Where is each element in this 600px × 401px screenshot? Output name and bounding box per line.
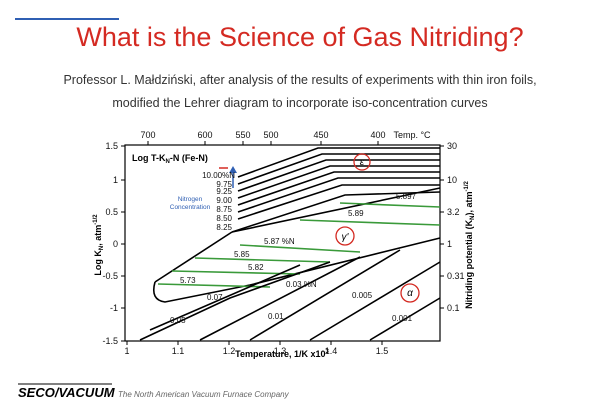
top-tick-label: 550 (235, 130, 250, 140)
right-tick-label: 30 (447, 141, 457, 151)
bottom-tick-label: 1.4 (325, 346, 338, 356)
arrow-head (229, 166, 237, 173)
concentration-label: 8.25 (216, 223, 232, 232)
note: Concentration (170, 204, 211, 211)
top-axis-unit: Temp. °C (393, 130, 431, 140)
bottom-tick-label: 1 (124, 346, 129, 356)
left-tick-label: -1 (110, 303, 118, 313)
subtitle-line: modified the Lehrer diagram to incorpora… (112, 96, 487, 110)
bottom-tick-label: 1.5 (376, 346, 389, 356)
top-tick-label: 700 (140, 130, 155, 140)
phase-circle (353, 153, 371, 171)
left-tick-label: -1.5 (102, 336, 118, 346)
right-tick-label: 3.2 (447, 207, 460, 217)
diagram-heading: Log T-KN-N (Fe-N) (132, 153, 208, 165)
bottom-tick-label: 1.3 (274, 346, 287, 356)
phase-circle (335, 226, 355, 246)
concentration-label: 8.50 (216, 214, 232, 223)
phase-label: α (407, 288, 413, 299)
subtitle-line: Professor L. Małdziński, after analysis … (63, 73, 536, 87)
note: Nitrogen (178, 196, 203, 203)
phase-label: γ' (342, 232, 350, 243)
concentration-label: 0.005 (352, 291, 373, 300)
y2-axis-label: Nitriding potential (KN), atm-1/2 (464, 180, 476, 308)
top-tick-label: 600 (197, 130, 212, 140)
left-tick-label: 0.5 (105, 207, 118, 217)
right-tick-label: 0.31 (447, 271, 465, 281)
x-axis-label: Temperature, 1/K x103 (235, 349, 329, 359)
footer-logo: SECO/VACUUM (18, 385, 116, 400)
left-tick-label: 1.5 (105, 141, 118, 151)
phase-label: ε (360, 157, 365, 168)
slide-title: What is the Science of Gas Nitriding? (76, 22, 523, 52)
top-tick-label: 500 (263, 130, 278, 140)
concentration-label: 5.85 (234, 250, 250, 259)
concentration-label: 9.25 (216, 187, 232, 196)
left-tick-label: -0.5 (102, 271, 118, 281)
left-tick-label: 1 (113, 175, 118, 185)
concentration-label: 0.01 (268, 312, 284, 321)
lehrer-diagram: Log T-KN-N (Fe-N) Nitrogen Concentration… (93, 144, 476, 359)
top-tick-label: 450 (313, 130, 328, 140)
concentration-label: 9.75 (216, 180, 232, 189)
left-tick-label: 0 (113, 239, 118, 249)
concentration-label: 0.05 (170, 316, 186, 325)
accent-bar (15, 18, 119, 20)
concentration-label: 5.73 (180, 276, 196, 285)
curves (139, 147, 441, 341)
bottom-tick-label: 1.1 (172, 346, 185, 356)
right-tick-label: 0.1 (447, 303, 460, 313)
concentration-label: 5.87 %N (264, 237, 295, 246)
footer-tagline: The North American Vacuum Furnace Compan… (118, 390, 290, 399)
concentration-label: 0.03 %N (286, 280, 317, 289)
right-tick-label: 1 (447, 239, 452, 249)
concentration-label: 5.897 (396, 192, 417, 201)
concentration-label: 10.00%N (202, 171, 235, 180)
concentration-label: 8.75 (216, 205, 232, 214)
concentration-label: 0.001 (392, 314, 413, 323)
concentration-label: 5.82 (248, 263, 264, 272)
bottom-tick-label: 1.2 (223, 346, 236, 356)
top-tick-label: 400 (370, 130, 385, 140)
concentration-label: 0.07 (207, 293, 223, 302)
concentration-label: 9.00 (216, 196, 232, 205)
phase-circle (400, 283, 420, 303)
right-tick-label: 10 (447, 175, 457, 185)
concentration-label: 5.89 (348, 209, 364, 218)
y-axis-label: Log KN, atm-1/2 (93, 214, 105, 276)
